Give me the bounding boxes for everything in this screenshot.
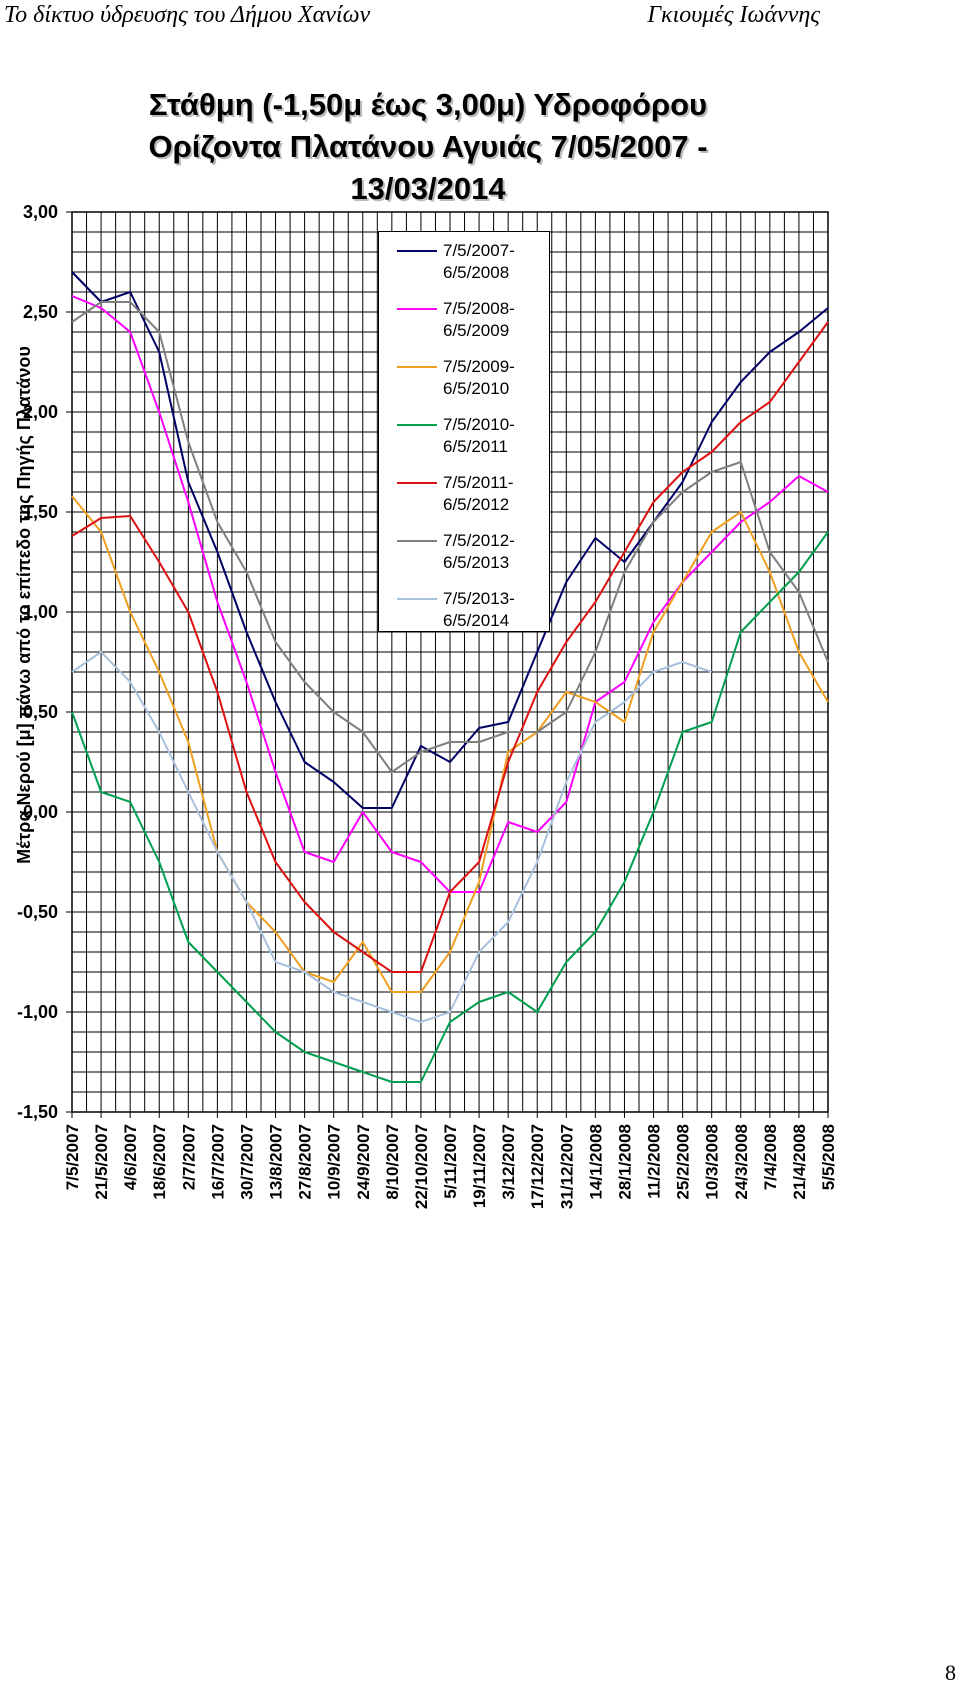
x-tick-label: 10/9/2007 [325,1124,344,1200]
series-line [71,321,829,973]
x-tick-label: 22/10/2007 [412,1124,431,1209]
y-tick-label: 2,50 [23,302,58,322]
series-line [71,495,829,993]
y-axis-label: Μέτρα Νερού [μ] πάνω από το επίπεδο της … [14,346,34,864]
series-line [71,301,829,773]
x-tick-label: 5/5/2008 [819,1124,838,1190]
x-tick-label: 21/5/2007 [92,1124,111,1200]
x-tick-label: 28/1/2008 [615,1124,634,1200]
x-tick-label: 7/4/2008 [761,1124,780,1190]
legend-swatch [397,308,437,310]
legend-item: 7/5/2011-6/5/2012 [397,472,549,530]
legend-item: 7/5/2009-6/5/2010 [397,356,549,414]
x-tick-label: 8/10/2007 [383,1124,402,1200]
y-tick-label: 3,00 [23,202,58,222]
legend-swatch [397,424,437,426]
y-tick-label: 1,50 [23,502,58,522]
x-tick-label: 17/12/2007 [528,1124,547,1209]
legend-label: 7/5/2010-6/5/2011 [443,415,515,456]
legend-label: 7/5/2007-6/5/2008 [443,241,515,282]
legend-label: 7/5/2008-6/5/2009 [443,299,515,340]
header-left: Το δίκτυο ύδρευσης του Δήμου Χανίων [4,2,371,28]
legend-item: 7/5/2010-6/5/2011 [397,414,549,472]
x-tick-label: 5/11/2007 [441,1124,460,1199]
legend-swatch [397,598,437,600]
legend-swatch [397,540,437,542]
legend-swatch [397,250,437,252]
x-tick-label: 31/12/2007 [557,1124,576,1209]
legend-item: 7/5/2007-6/5/2008 [397,240,549,298]
y-tick-label: 0,50 [23,702,58,722]
y-tick-label: -1,00 [17,1002,58,1022]
x-tick-label: 24/3/2008 [732,1124,751,1200]
y-tick-label: -1,50 [17,1102,58,1122]
legend-label: 7/5/2011-6/5/2012 [443,473,514,514]
x-tick-label: 3/12/2007 [499,1124,518,1200]
y-tick-label: 2,00 [23,402,58,422]
x-tick-label: 11/2/2008 [645,1124,664,1199]
y-tick-label: 1,00 [23,602,58,622]
series-line [71,271,829,809]
legend-swatch [397,366,437,368]
legend-item: 7/5/2013-6/5/2014 [397,588,549,646]
x-tick-label: 24/9/2007 [354,1124,373,1200]
x-tick-label: 18/6/2007 [150,1124,169,1200]
header-right: Γκιουμές Ιωάννης [647,2,820,28]
x-tick-label: 27/8/2007 [296,1124,315,1200]
legend: 7/5/2007-6/5/2008 7/5/2008-6/5/2009 7/5/20… [378,231,550,632]
x-tick-label: 30/7/2007 [237,1124,256,1200]
x-tick-label: 7/5/2007 [63,1124,82,1190]
legend-item: 7/5/2008-6/5/2009 [397,298,549,356]
x-tick-label: 19/11/2007 [470,1124,489,1208]
x-tick-label: 10/3/2008 [703,1124,722,1200]
series-line [71,531,829,1083]
y-tick-label: -0,50 [17,902,58,922]
series-line [71,651,713,1023]
x-tick-label: 2/7/2007 [179,1124,198,1190]
chart-title: Στάθμη (-1,50μ έως 3,00μ) Υδροφόρου Ορίζ… [148,87,708,206]
legend-label: 7/5/2009-6/5/2010 [443,357,515,398]
x-tick-label: 21/4/2008 [790,1124,809,1200]
x-tick-label: 13/8/2007 [267,1124,286,1200]
x-tick-label: 25/2/2008 [674,1124,693,1200]
x-tick-label: 16/7/2007 [208,1124,227,1200]
x-tick-label: 14/1/2008 [586,1124,605,1200]
legend-label: 7/5/2012-6/5/2013 [443,531,515,572]
page-number: 8 [945,1660,956,1685]
x-tick-label: 4/6/2007 [121,1124,140,1190]
y-tick-label: 0,00 [23,802,58,822]
legend-swatch [397,482,437,484]
legend-label: 7/5/2013-6/5/2014 [443,589,515,630]
legend-item: 7/5/2012-6/5/2013 [397,530,549,588]
